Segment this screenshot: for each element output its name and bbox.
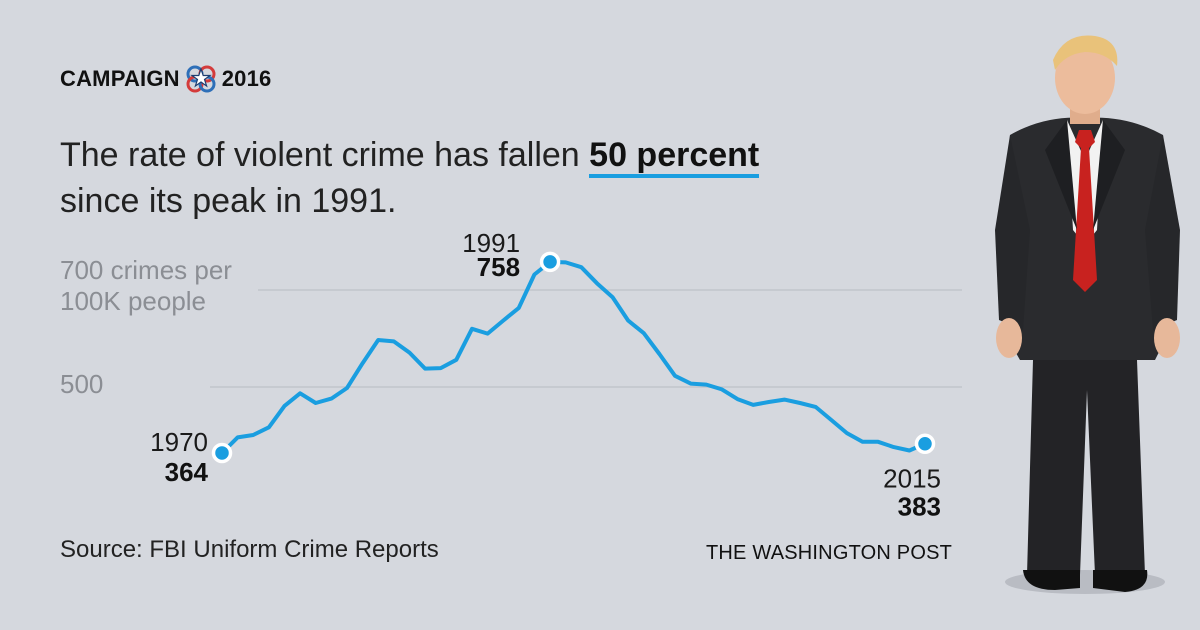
y-tick-label-700: 700 crimes per	[60, 255, 232, 285]
annotation-value-2015: 383	[898, 492, 941, 522]
annotation-year-2015: 2015	[883, 464, 941, 494]
headline-post: since its peak in 1991.	[60, 182, 397, 220]
highlight-marker-1991	[539, 251, 561, 273]
headline-highlight: 50 percent	[589, 136, 760, 178]
headline-pre: The rate of violent crime has fallen	[60, 136, 590, 174]
star-rings-icon	[186, 65, 216, 93]
highlight-marker-1970	[211, 442, 233, 464]
y-tick-label-700-unit: 100K people	[60, 286, 206, 316]
highlight-marker-2015	[914, 433, 936, 454]
brand-right-text: 2016	[221, 66, 272, 91]
annotation-value-1991: 758	[477, 252, 520, 282]
candidate-illustration	[995, 35, 1180, 594]
annotation-value-1970: 364	[165, 457, 209, 487]
headline: The rate of violent crime has fallen 50 …	[60, 132, 860, 224]
brand-left-text: CAMPAIGN	[60, 66, 180, 91]
y-tick-label-500: 500	[60, 369, 103, 399]
campaign-2016-logo: CAMPAIGN 2016	[60, 62, 272, 96]
annotation-year-1991: 1991	[462, 228, 520, 258]
crime-rate-line	[220, 259, 927, 455]
annotation-year-1970: 1970	[150, 427, 208, 457]
source-note: Source: FBI Uniform Crime Reports	[60, 536, 439, 563]
publisher-credit: THE WASHINGTON POST	[706, 542, 953, 564]
